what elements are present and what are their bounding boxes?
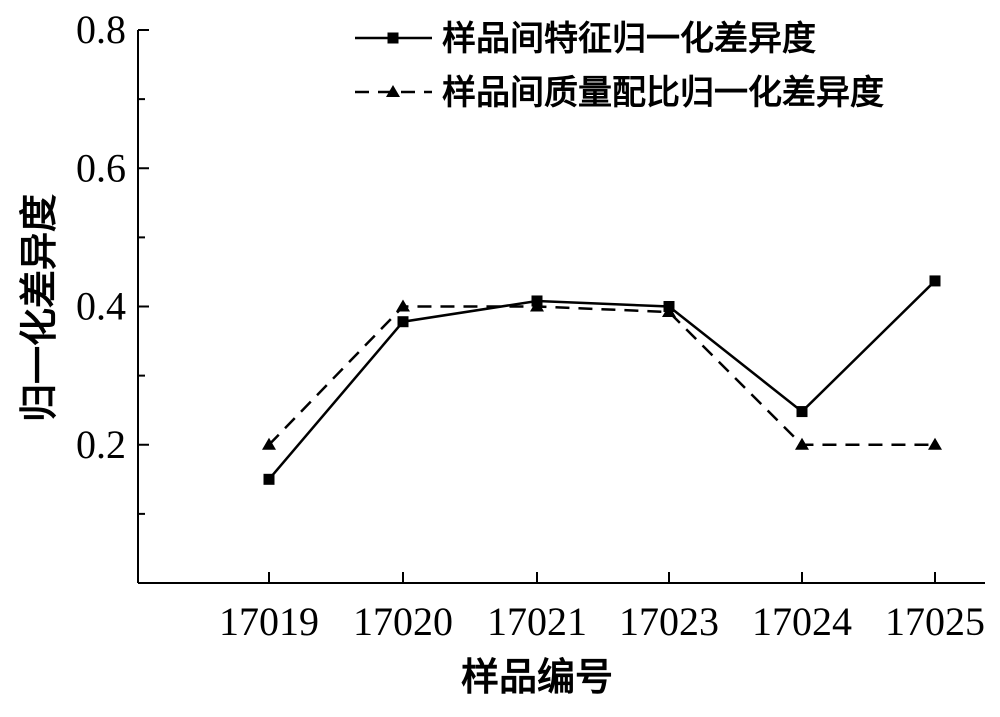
legend-label: 样品间质量配比归一化差异度 bbox=[442, 73, 884, 113]
data-point bbox=[795, 437, 809, 450]
series-1 bbox=[263, 275, 941, 485]
x-tick-label: 17020 bbox=[353, 599, 453, 644]
series-layer bbox=[262, 275, 942, 485]
data-point bbox=[530, 299, 544, 312]
y-tick-label: 0.4 bbox=[76, 284, 126, 329]
x-axis-ticks: 17019 17020 17021 17023 17024 17025 bbox=[219, 572, 985, 644]
legend-marker bbox=[386, 85, 400, 97]
data-point bbox=[929, 275, 941, 287]
series-line bbox=[268, 280, 936, 481]
data-point bbox=[928, 437, 942, 450]
data-point bbox=[796, 406, 808, 418]
x-tick-label: 17024 bbox=[752, 599, 852, 644]
x-tick-label: 17021 bbox=[487, 599, 587, 644]
series-2 bbox=[262, 299, 942, 450]
legend-label: 样品间特征归一化差异度 bbox=[442, 19, 816, 59]
data-point bbox=[397, 316, 409, 328]
x-tick-label: 17019 bbox=[219, 599, 319, 644]
data-point bbox=[263, 473, 275, 485]
x-axis-title: 样品编号 bbox=[461, 655, 613, 699]
y-axis-title: 归一化差异度 bbox=[17, 194, 61, 422]
legend-marker bbox=[387, 32, 399, 44]
data-point bbox=[662, 305, 676, 318]
data-point bbox=[396, 299, 410, 312]
data-point bbox=[262, 437, 276, 450]
series-line bbox=[268, 305, 935, 446]
x-tick-label: 17025 bbox=[885, 599, 985, 644]
y-tick-label: 0.2 bbox=[76, 422, 126, 467]
y-tick-label: 0.8 bbox=[76, 7, 126, 52]
y-axis-ticks: 0.2 0.4 0.6 0.8 bbox=[76, 7, 149, 515]
y-tick-label: 0.6 bbox=[76, 145, 126, 190]
x-tick-label: 17023 bbox=[619, 599, 719, 644]
